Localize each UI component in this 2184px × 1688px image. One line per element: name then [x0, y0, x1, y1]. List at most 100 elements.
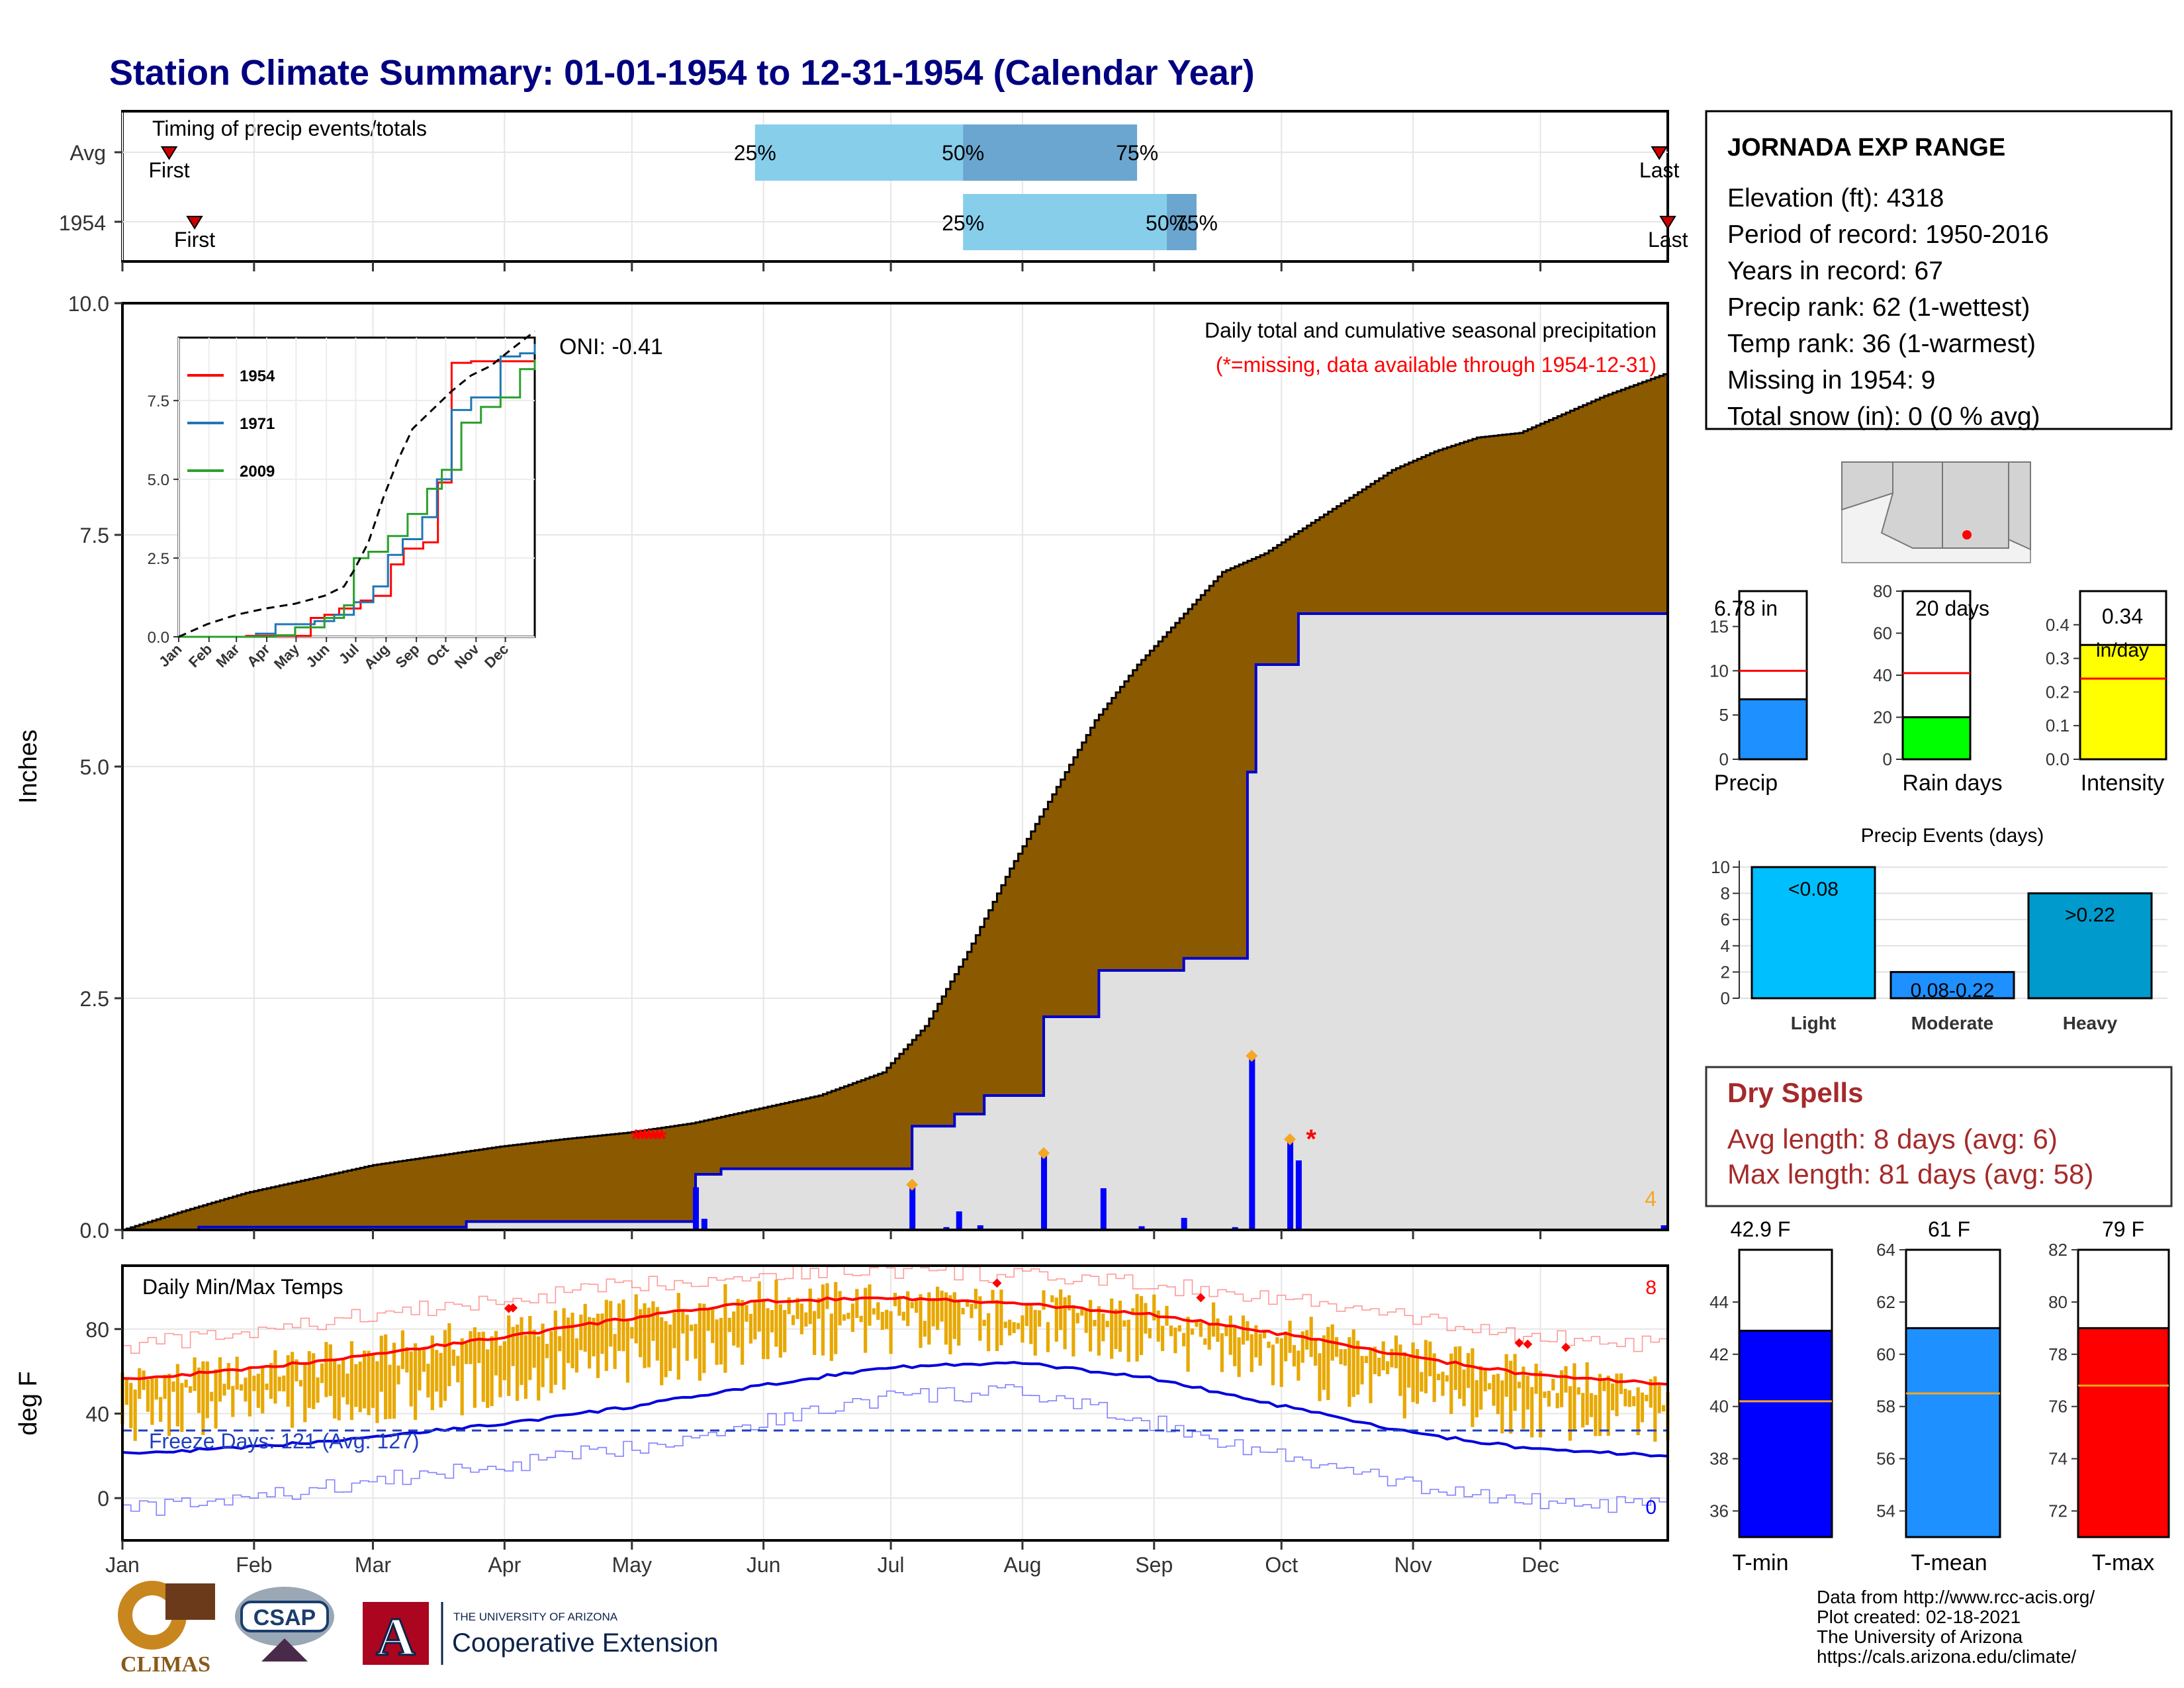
- gauge-raindays-ytick-label-0: 0: [1883, 749, 1892, 769]
- timing-year-last-label: Last: [1648, 228, 1688, 252]
- daily-precip-bar-1: [701, 1219, 707, 1230]
- timing-panel-label: Timing of precip events/totals: [152, 117, 427, 140]
- freeze-days-label: Freeze Days: 121 (Avg: 127): [149, 1429, 420, 1453]
- record-low-count: 0: [1645, 1497, 1657, 1519]
- tgauge-tmean-label: T-mean: [1911, 1550, 1987, 1575]
- events-bar-light: [1751, 866, 1876, 1000]
- timing-last-marker-0: [1651, 146, 1668, 160]
- precip-y-ticks: 0.0 2.5 5.0 7.5 10.0: [68, 292, 122, 1243]
- csap-logo: CSAP: [235, 1587, 334, 1662]
- climas-logo-text: CLIMAS: [120, 1652, 210, 1677]
- station-missing: Missing in 1954: 9: [1727, 366, 1935, 395]
- station-location-marker: [1962, 530, 1972, 539]
- timing-avg-last-label: Last: [1639, 158, 1680, 182]
- gauge-raindays-ytick-label-4: 80: [1873, 581, 1892, 601]
- timing-avg-first-label: First: [148, 158, 189, 182]
- ua-logo: A THE UNIVERSITY OF ARIZONA Cooperative …: [363, 1602, 718, 1668]
- heavy-event-marker-3: [1284, 1133, 1297, 1145]
- timing-first-marker-0: [160, 146, 178, 160]
- month-axis: Jan Feb Mar Apr May Jun Jul Aug Sep Oct Nov Dec: [105, 1230, 1559, 1577]
- map-state-tx: [2008, 461, 2031, 551]
- precip-header: Daily total and cumulative seasonal prec…: [1205, 318, 1657, 342]
- daily-precip-bar-14: [1661, 1225, 1667, 1230]
- timing-box-lower-1: [963, 194, 1167, 250]
- gauge-precip-ytick-label-3: 15: [1709, 616, 1729, 636]
- daily-precip-bar-8: [1138, 1226, 1145, 1230]
- timing-box-lower-0: [754, 124, 964, 181]
- missing-day-marker-2: *: [639, 1125, 650, 1154]
- temp-ytick-label-1: 40: [85, 1402, 109, 1426]
- corner-count: 4: [1645, 1187, 1657, 1211]
- dry-spells-box: Dry Spells Avg length: 8 days (avg: 6) M…: [1705, 1066, 2173, 1207]
- daily-precip-bar-10: [1232, 1227, 1238, 1230]
- gauge-intensity-ytick-label-2: 0.2: [2046, 682, 2070, 702]
- temp-panel-bg: [122, 1266, 1668, 1540]
- gauge-precip-ytick-label-1: 5: [1719, 705, 1729, 725]
- temp-panel-label: Daily Min/Max Temps: [142, 1275, 343, 1299]
- gauge-intensity-ytick-label-1: 0.1: [2046, 716, 2070, 735]
- timing-year-q75-label: 75%: [1175, 211, 1218, 235]
- avg-tmin-line: [122, 1360, 1668, 1458]
- events-bar-heavy: [2027, 892, 2153, 1000]
- month-label-jan: Jan: [105, 1553, 140, 1577]
- precip-ytick-label-0: 0.0: [80, 1219, 109, 1243]
- gauge-precip-ytick-label-0: 0: [1719, 749, 1729, 769]
- missing-day-marker-6: *: [657, 1125, 667, 1154]
- tgauge-tmean-ytick-label-5: 64: [1876, 1240, 1895, 1260]
- gauge-intensity-ytick-label-4: 0.4: [2046, 615, 2070, 635]
- csap-mountain: [261, 1638, 308, 1662]
- tgauge-tmin-value: 42.9 F: [1731, 1217, 1791, 1241]
- temp-y-ticks: 0 40 80: [85, 1318, 122, 1511]
- dry-spells-max: Max length: 81 days (avg: 58): [1727, 1158, 2093, 1190]
- station-period: Period of record: 1950-2016: [1727, 220, 2049, 249]
- record-high-marker-2: [992, 1278, 1002, 1288]
- tgauge-tmax-ytick-label-0: 72: [2048, 1501, 2068, 1521]
- precip-ytick-label-2: 5.0: [80, 755, 109, 779]
- inset-ytick-label-2: 5.0: [148, 471, 169, 489]
- record-high-marker-4: [1514, 1338, 1524, 1348]
- tgauge-tmean-ytick-label-1: 56: [1876, 1449, 1895, 1469]
- events-ytick-label-3: 6: [1721, 910, 1730, 929]
- footer-line-4: https://cals.arizona.edu/climate/: [1817, 1646, 2076, 1667]
- missing-day-marker-5: *: [652, 1125, 662, 1154]
- record-high-marker-6: [1561, 1342, 1571, 1352]
- events-bar-moderate: [1889, 970, 2015, 1000]
- daily-precip-bar-6: [1041, 1156, 1048, 1230]
- precip-events-chart: 0 2 4 6 8 10: [1711, 857, 2167, 1008]
- timing-box-upper-1: [1167, 194, 1197, 250]
- station-temp-rank: Temp rank: 36 (1-warmest): [1727, 330, 2036, 358]
- heavy-event-marker-1: [1038, 1147, 1050, 1159]
- heavy-event-marker-2: [1246, 1050, 1258, 1062]
- month-label-aug: Aug: [1003, 1553, 1041, 1577]
- events-inner-heavy: >0.22: [2065, 904, 2115, 926]
- month-label-sep: Sep: [1135, 1553, 1173, 1577]
- daily-temp-range-bars: [120, 1280, 1670, 1442]
- timing-row-avg-label: Avg: [69, 141, 106, 165]
- dry-spells-frame: [1705, 1066, 2173, 1207]
- timing-last-marker-1: [1659, 216, 1676, 230]
- missing-day-marker-4: *: [648, 1125, 659, 1154]
- climas-logo-block: [165, 1583, 215, 1620]
- timing-year-first-label: First: [174, 228, 215, 252]
- oni-value: ONI: -0.41: [559, 334, 663, 359]
- avg-tmax-line: [122, 1295, 1668, 1386]
- events-ytick-label-1: 2: [1721, 962, 1730, 982]
- station-years: Years in record: 67: [1727, 257, 1943, 285]
- inset-series-avg: [178, 330, 535, 638]
- ua-small-text: THE UNIVERSITY OF ARIZONA: [453, 1611, 618, 1623]
- daily-precip-bar-13: [1295, 1160, 1302, 1230]
- events-label-heavy: Heavy: [2063, 1013, 2118, 1033]
- gauge-raindays-bar: [1901, 716, 1972, 761]
- record-tmax-line: [122, 1264, 1668, 1354]
- temp-ytick-label-0: 0: [97, 1487, 109, 1511]
- dry-spells-title: Dry Spells: [1727, 1077, 1863, 1108]
- ua-mark-block: [363, 1602, 429, 1665]
- station-precip-rank: Precip rank: 62 (1-wettest): [1727, 293, 2030, 322]
- station-info-box: JORNADA EXP RANGE Elevation (ft): 4318 P…: [1705, 110, 2173, 431]
- events-ytick-label-0: 0: [1721, 988, 1730, 1008]
- footer-line-1: Data from http://www.rcc-acis.org/: [1817, 1587, 2095, 1607]
- tgauge-tmin-bar: [1738, 1329, 1833, 1538]
- tgauge-tmin-label: T-min: [1733, 1550, 1789, 1575]
- month-label-feb: Feb: [236, 1553, 272, 1577]
